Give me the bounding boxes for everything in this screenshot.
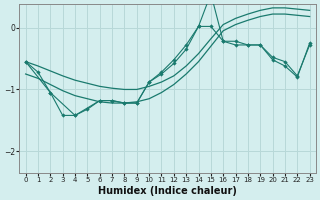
X-axis label: Humidex (Indice chaleur): Humidex (Indice chaleur): [98, 186, 237, 196]
